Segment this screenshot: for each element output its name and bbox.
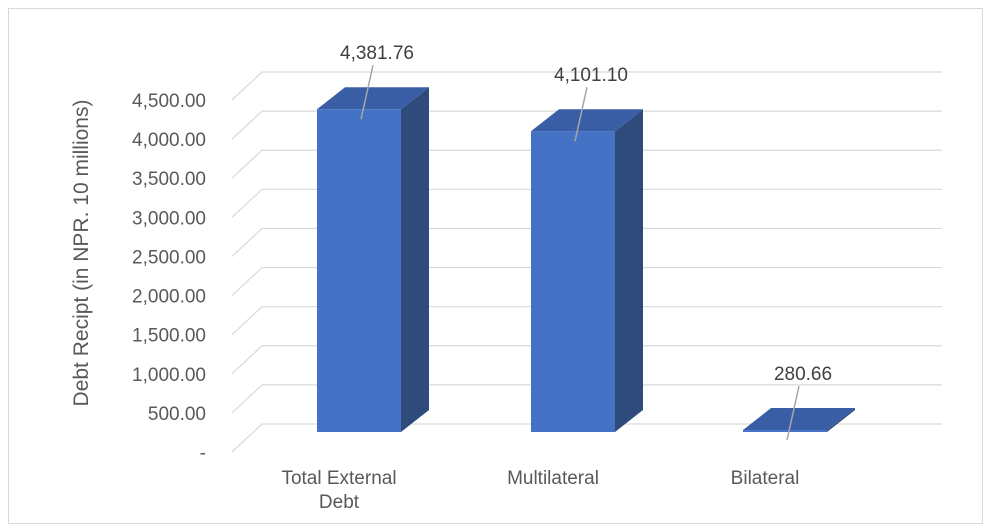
bar-front [743,430,827,432]
data-label: 4,101.10 [554,65,628,86]
y-axis-label: Debt Recipt (in NPR. 10 millions) [70,100,93,407]
gridline [231,266,942,296]
y-tick-label: - [200,443,206,464]
y-tick-label: 4,500.00 [132,91,206,112]
y-tick-label: 2,000.00 [132,287,206,308]
y-tick-label: 4,000.00 [132,130,206,151]
gridline [231,423,942,453]
gridline [231,188,942,218]
y-tick-label: 3,500.00 [132,169,206,190]
category-label: Multilateral [507,468,599,489]
y-tick-label: 500.00 [148,404,206,425]
y-axis-ticks: - 500.00 1,000.00 1,500.00 2,000.00 2,500.00 3… [132,91,206,464]
gridline [231,306,942,336]
category-label: Total External [281,468,396,489]
y-tick-label: 3,000.00 [132,208,206,229]
bar-side [827,408,855,432]
bar [531,109,643,432]
bar-front [531,131,615,432]
gridline [231,384,942,414]
bar-top [317,87,429,110]
x-axis-categories: Total External Debt Multilateral Bilateral [281,468,799,513]
bar-top [531,109,643,132]
data-label: 280.66 [774,364,832,385]
y-tick-label: 1,500.00 [132,326,206,347]
category-label: Debt [319,492,360,513]
bar-top [743,408,855,431]
data-label: 4,381.76 [340,43,414,64]
bar [317,87,429,432]
bar-side [401,87,429,432]
gridline [231,345,942,375]
y-tick-label: 2,500.00 [132,247,206,268]
leader-line [786,385,800,441]
gridlines [231,71,942,453]
bars [317,87,855,432]
bar [743,408,855,432]
chart-frame [8,8,983,524]
leader-line [574,87,588,142]
category-label: Bilateral [731,468,800,489]
gridline [231,71,942,101]
gridline [231,227,942,257]
y-tick-label: 1,000.00 [132,365,206,386]
leader-line [360,65,374,120]
gridline [231,149,942,179]
bar-front [317,109,401,432]
data-labels: 4,381.76 4,101.10 280.66 [340,43,832,441]
bar-side [615,109,643,432]
gridline [231,110,942,140]
